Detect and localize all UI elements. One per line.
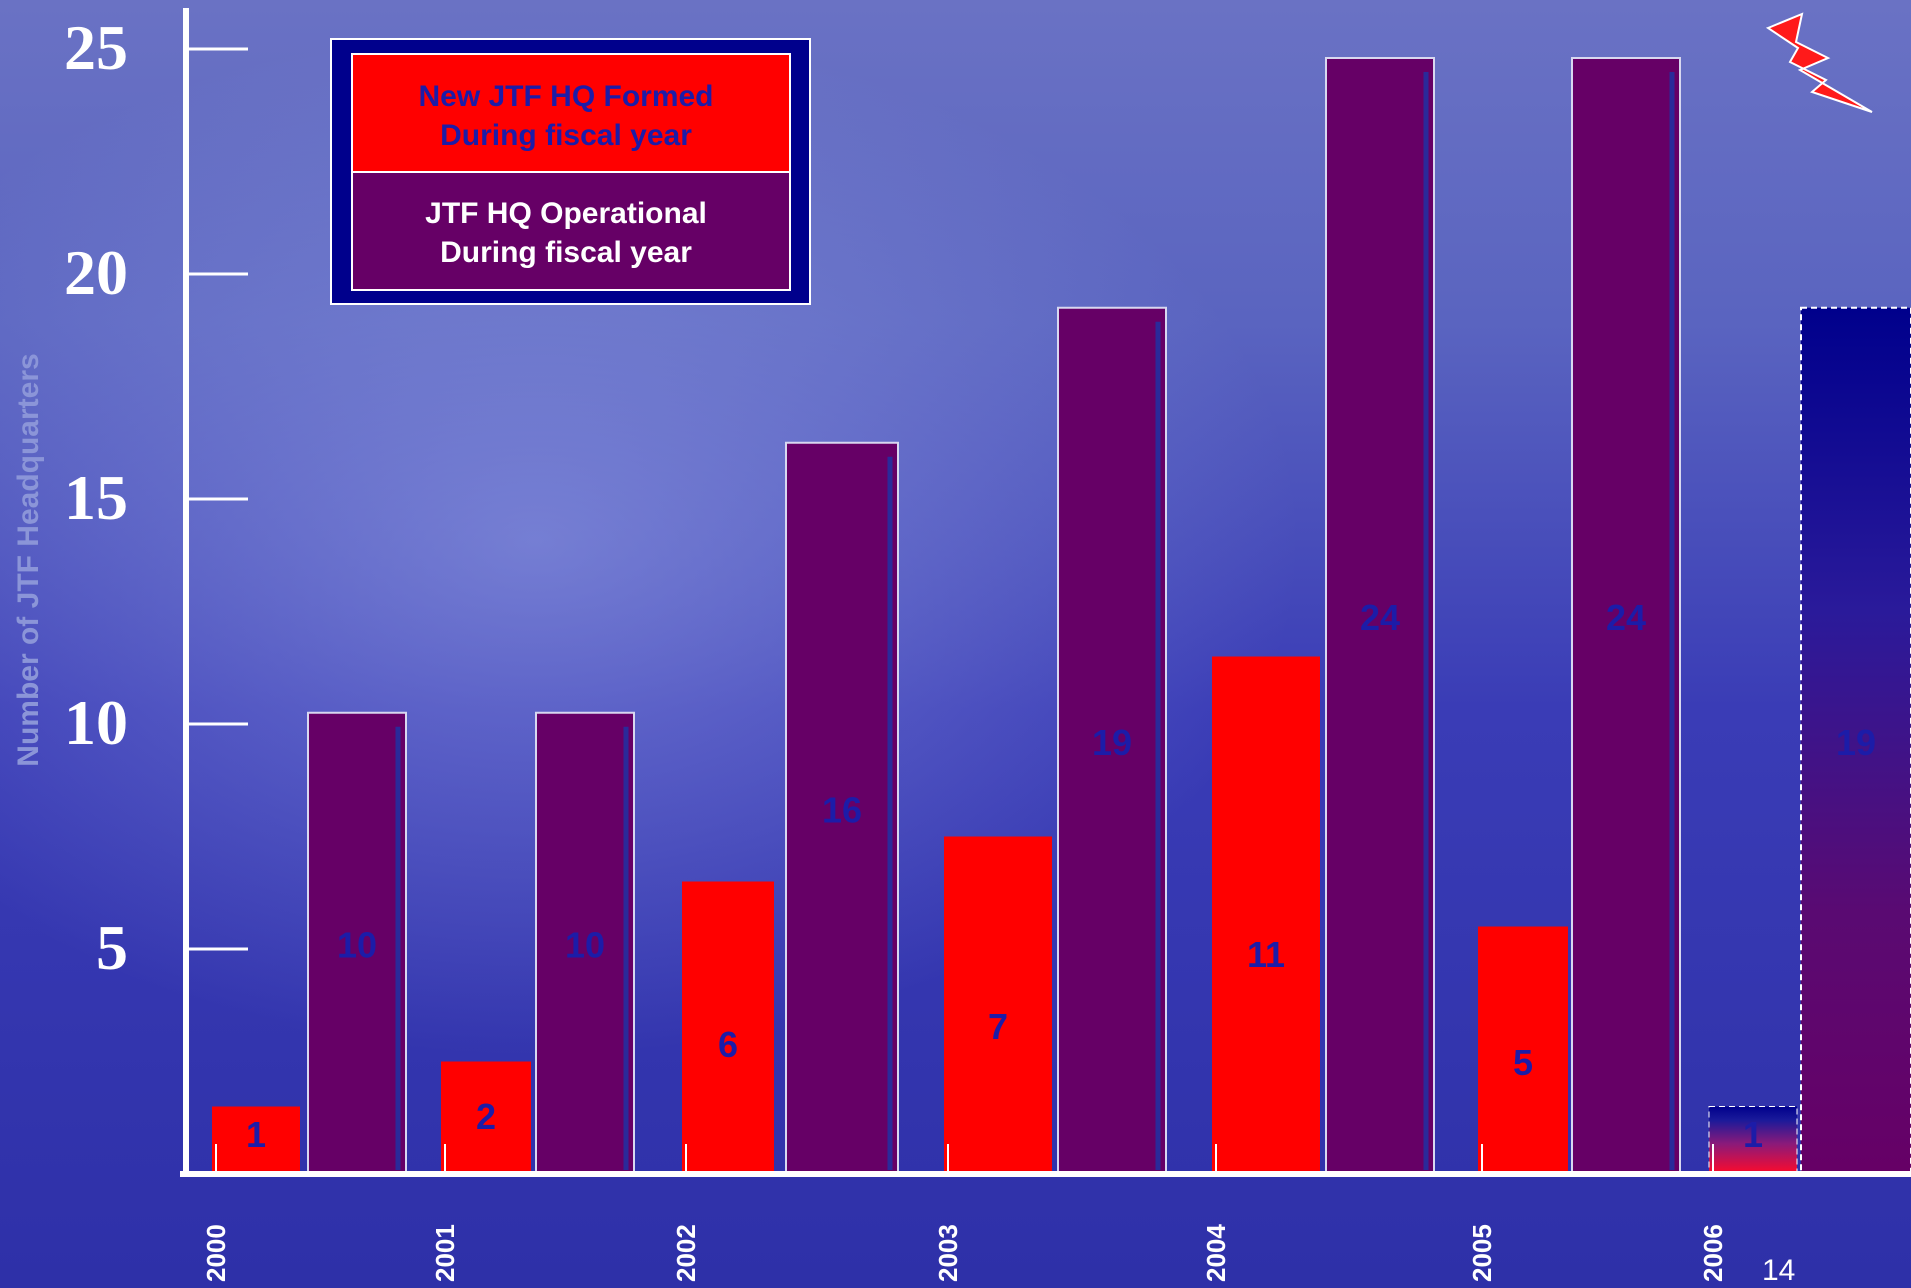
bar-label-new-2000: 1 xyxy=(246,1114,266,1155)
legend-swatch-new xyxy=(351,53,791,173)
x-tick-label: 2000 xyxy=(201,1224,231,1282)
y-tick-label: 20 xyxy=(64,237,128,308)
x-tick-label: 2001 xyxy=(430,1224,460,1282)
bar-label-operational-2000: 10 xyxy=(337,924,377,965)
bar-new-2006 xyxy=(1708,1106,1798,1175)
bar-label-new-2005: 5 xyxy=(1513,1042,1533,1083)
bar-label-new-2006: 1 xyxy=(1743,1114,1763,1155)
x-tick-label: 2002 xyxy=(671,1224,701,1282)
bar-label-operational-2005: 24 xyxy=(1606,597,1646,638)
legend-new-line1: New JTF HQ Formed xyxy=(418,80,713,113)
y-tick-label: 5 xyxy=(96,912,128,983)
bar-operational-2001 xyxy=(535,711,635,1175)
bar-operational-2005 xyxy=(1571,57,1681,1175)
bar-label-new-2003: 7 xyxy=(988,1006,1008,1047)
y-tick-label: 10 xyxy=(64,687,128,758)
bar-operational-2000 xyxy=(307,711,407,1175)
bar-label-operational-2004: 24 xyxy=(1360,597,1400,638)
bar-new-2003 xyxy=(944,836,1052,1174)
bar-new-2005 xyxy=(1478,926,1568,1174)
x-tick-label: 2003 xyxy=(933,1224,963,1282)
bar-label-operational-2001: 10 xyxy=(565,924,605,965)
legend: New JTF HQ Formed During fiscal year JTF… xyxy=(330,38,811,305)
x-tick-label: 2005 xyxy=(1467,1224,1497,1282)
legend-op-line1: JTF HQ Operational xyxy=(425,197,707,230)
bar-operational-2002 xyxy=(785,441,899,1175)
bar-label-new-2001: 2 xyxy=(476,1096,496,1137)
legend-swatch-operational xyxy=(351,171,791,291)
bar-label-operational-2006: 19 xyxy=(1836,722,1876,763)
bar-new-2000 xyxy=(212,1106,300,1174)
x-tick-label: 2006 xyxy=(1698,1224,1728,1282)
bar-label-new-2004: 11 xyxy=(1247,934,1285,975)
bar-new-2002 xyxy=(682,881,774,1174)
bar-new-2004 xyxy=(1212,656,1320,1174)
bar-operational-2004 xyxy=(1325,57,1435,1175)
y-tick-label: 25 xyxy=(64,12,128,83)
legend-op-line2: During fiscal year xyxy=(440,236,692,269)
y-tick-label: 15 xyxy=(64,462,128,533)
bar-label-operational-2003: 19 xyxy=(1092,722,1132,763)
bar-label-new-2002: 6 xyxy=(718,1024,738,1065)
lightning-bolt-icon xyxy=(1765,12,1873,113)
page-number: 14 xyxy=(1762,1254,1795,1287)
bar-operational-2003 xyxy=(1057,306,1167,1175)
x-tick-label: 2004 xyxy=(1201,1224,1231,1282)
y-axis-label: Number of JTF Headquarters xyxy=(12,353,45,766)
legend-new-line2: During fiscal year xyxy=(440,119,692,152)
bar-label-operational-2002: 16 xyxy=(822,789,862,830)
bar-new-2001 xyxy=(441,1061,531,1174)
